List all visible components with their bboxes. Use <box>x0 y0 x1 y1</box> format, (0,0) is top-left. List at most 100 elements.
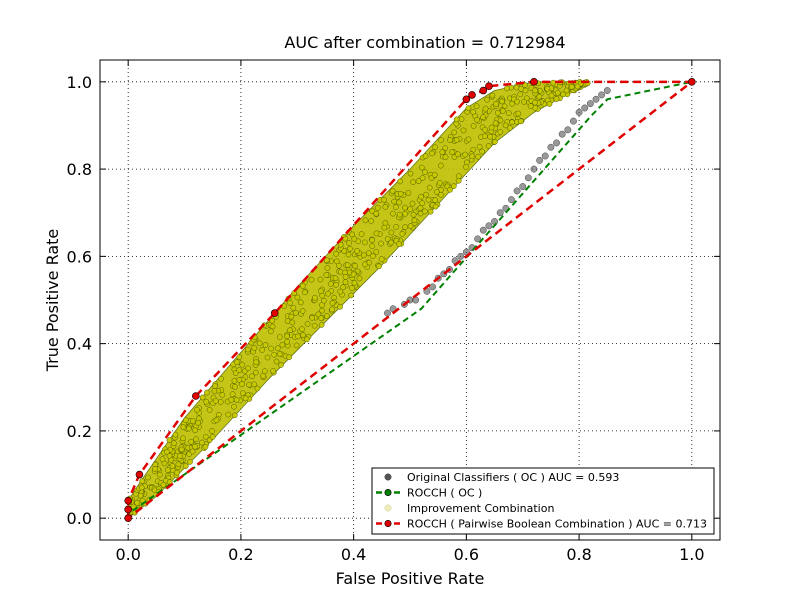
improvement-point <box>369 243 376 250</box>
improvement-point <box>337 288 344 295</box>
improvement-point <box>422 153 429 160</box>
improvement-point <box>317 276 324 283</box>
improvement-point <box>346 240 352 246</box>
legend: Original Classifiers ( OC ) AUC = 0.593 R… <box>371 467 715 535</box>
improvement-point <box>304 320 311 327</box>
improvement-point <box>290 304 297 311</box>
improvement-point <box>360 252 367 259</box>
rocch-pbc-point <box>479 86 488 95</box>
improvement-point <box>550 79 557 86</box>
improvement-point <box>236 377 243 383</box>
improvement-point <box>419 200 426 207</box>
improvement-point <box>229 391 236 398</box>
improvement-point <box>253 359 260 366</box>
improvement-point <box>548 92 555 99</box>
oc-point <box>592 95 600 103</box>
improvement-point <box>368 218 375 224</box>
improvement-point <box>284 333 290 340</box>
improvement-point <box>442 154 449 160</box>
x-tick-label: 0.4 <box>341 545 366 564</box>
improvement-point <box>348 292 354 299</box>
improvement-point <box>270 368 276 374</box>
improvement-point <box>138 484 145 491</box>
improvement-point <box>536 93 543 100</box>
improvement-point <box>518 118 524 125</box>
improvement-point <box>373 230 380 237</box>
oc-point <box>541 152 549 160</box>
improvement-point <box>354 248 360 254</box>
y-tick-label: 0.2 <box>67 422 92 441</box>
rocch-pbc-point <box>124 514 132 522</box>
improvement-point <box>362 217 369 224</box>
improvement-point <box>279 341 286 348</box>
improvement-point <box>276 351 283 357</box>
improvement-point <box>410 211 417 218</box>
oc-point <box>570 117 577 125</box>
improvement-point <box>417 205 424 211</box>
improvement-point <box>447 186 453 193</box>
legend-label: ROCCH ( Pairwise Boolean Combination ) A… <box>407 518 707 531</box>
improvement-point <box>323 272 330 278</box>
improvement-point <box>202 433 209 440</box>
improvement-point <box>415 178 422 184</box>
x-tick-label: 1.0 <box>679 545 704 564</box>
improvement-point <box>299 283 306 289</box>
x-tick-label: 0.0 <box>115 545 140 564</box>
improvement-point <box>479 148 485 155</box>
plot-area <box>124 78 696 522</box>
improvement-point <box>397 191 404 197</box>
improvement-point <box>293 342 300 349</box>
improvement-point <box>169 463 176 469</box>
improvement-point <box>172 431 179 438</box>
improvement-point <box>333 282 339 288</box>
oc-point <box>508 196 515 204</box>
improvement-point <box>302 289 308 296</box>
improvement-point <box>350 271 357 278</box>
improvement-point <box>475 153 481 160</box>
improvement-point <box>494 109 501 116</box>
rocch-pbc-point <box>270 309 279 317</box>
improvement-point <box>381 224 388 231</box>
improvement-point <box>378 256 385 263</box>
legend-label: Improvement Combination <box>407 502 554 515</box>
improvement-point <box>492 120 499 127</box>
improvement-point <box>373 248 380 255</box>
improvement-point <box>268 328 274 335</box>
oc-point <box>429 283 436 291</box>
improvement-point <box>361 239 368 246</box>
improvement-point <box>325 290 331 297</box>
oc-point <box>496 209 504 217</box>
oc-point <box>530 165 538 173</box>
oc-point <box>513 187 521 195</box>
improvement-point <box>192 443 198 450</box>
improvement-point <box>256 340 263 347</box>
improvement-point <box>425 196 432 203</box>
improvement-point <box>454 151 461 158</box>
improvement-point <box>421 169 428 175</box>
improvement-point <box>497 117 504 124</box>
improvement-point <box>344 262 351 268</box>
oc-point <box>412 296 420 304</box>
improvement-point <box>252 369 259 376</box>
oc-point <box>384 309 391 317</box>
improvement-point <box>342 274 349 280</box>
improvement-point <box>187 459 193 465</box>
improvement-point <box>180 435 186 442</box>
improvement-point <box>499 98 505 105</box>
improvement-point <box>460 127 467 134</box>
improvement-point <box>152 466 158 472</box>
improvement-point <box>164 467 171 473</box>
improvement-point <box>431 171 438 178</box>
improvement-point <box>159 456 166 462</box>
oc-points <box>384 87 611 317</box>
improvement-point <box>311 322 318 329</box>
improvement-point <box>499 108 506 114</box>
improvement-point <box>396 241 402 247</box>
improvement-point <box>389 188 396 194</box>
oc-point <box>564 126 572 134</box>
improvement-point <box>465 105 472 112</box>
improvement-point <box>544 85 551 92</box>
improvement-point <box>397 178 403 185</box>
improvement-point <box>514 98 520 105</box>
